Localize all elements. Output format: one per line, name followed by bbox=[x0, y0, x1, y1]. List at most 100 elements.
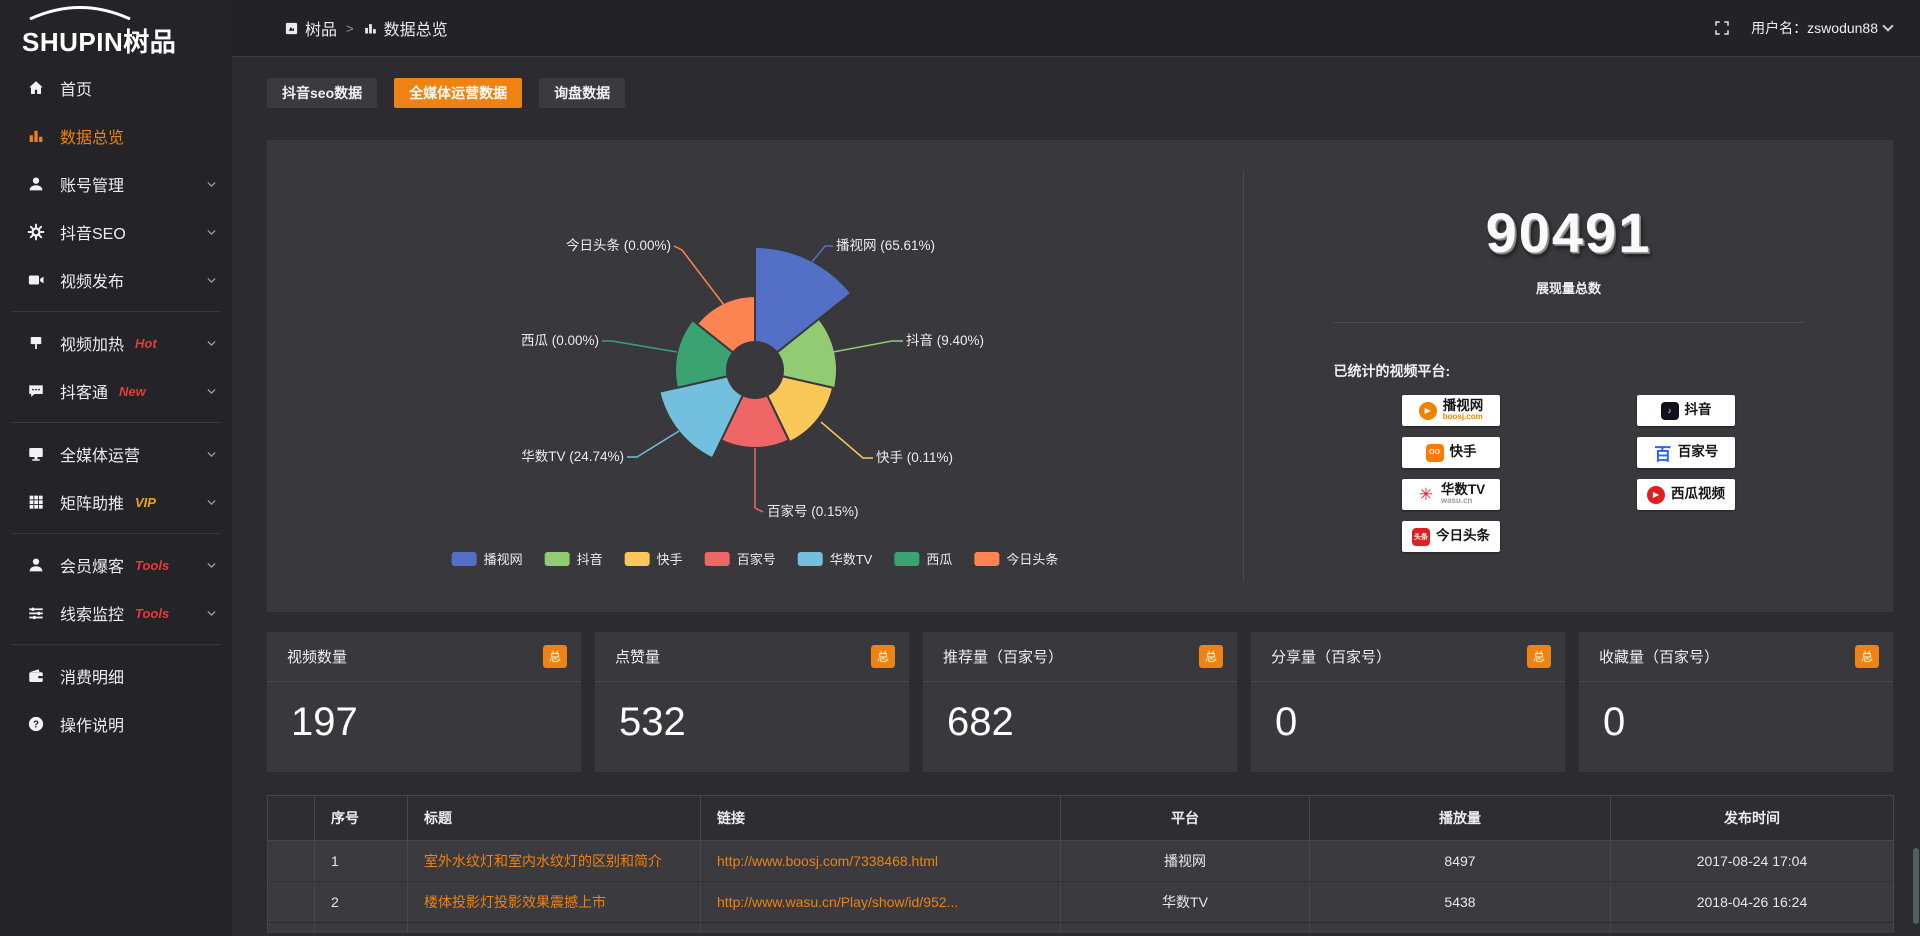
tab-media-operation-data[interactable]: 全媒体运营数据 bbox=[394, 78, 523, 108]
sidebar-item-badge: Tools bbox=[135, 557, 170, 573]
table-header-platform: 平台 bbox=[1060, 795, 1310, 841]
tabs: 抖音seo数据 全媒体运营数据 询盘数据 bbox=[267, 78, 1893, 108]
platform-badge-baijiahao: 百百家号 bbox=[1637, 437, 1735, 468]
platform-column: ▶ 播视网 boosj.com OO 快手 ✳ 华数TV wasu.cn 头条 今日头条 bbox=[1334, 395, 1569, 552]
home-icon bbox=[27, 79, 45, 97]
breadcrumb: 树品 > 数据总览 bbox=[284, 16, 448, 40]
sidebar-item-data-overview[interactable]: 数据总览 bbox=[0, 112, 232, 160]
legend-item-xigua[interactable]: 西瓜 bbox=[894, 552, 952, 567]
sidebar-item-badge: VIP bbox=[135, 494, 156, 510]
cell-link[interactable]: http://www.wasu.cn/Play/show/id/952... bbox=[700, 881, 1061, 923]
row-checkbox-cell bbox=[267, 881, 315, 923]
stat-card-value: 0 bbox=[1603, 700, 1626, 744]
chevron-down-icon bbox=[205, 496, 218, 509]
rose-chart: 播视网 (65.61%) 抖音 (9.40%) 快手 (0.11%) 百家号 (0.1… bbox=[451, 237, 1058, 567]
pie-slice-kuaishou[interactable] bbox=[765, 375, 835, 444]
video-table-wrap: 序号 标题 链接 平台 播放量 发布时间 1 室外水纹灯和室内水纹灯的区别和简介 http:/… bbox=[267, 795, 1894, 933]
legend-label: 西瓜 bbox=[926, 552, 952, 567]
sidebar-item-media-operation[interactable]: 全媒体运营 bbox=[0, 430, 232, 478]
platform-badge-kuaishou: OO 快手 bbox=[1402, 437, 1500, 468]
stat-card-recommend-count: 推荐量（百家号） 总 682 bbox=[923, 632, 1237, 772]
breadcrumb-home[interactable]: 树品 bbox=[284, 16, 337, 40]
platform-name: 播视网 bbox=[1442, 398, 1484, 414]
sidebar-item-account-manage[interactable]: 账号管理 bbox=[0, 160, 232, 208]
pie-label: 西瓜 (0.00%) bbox=[521, 333, 599, 348]
sidebar-item-label: 抖音SEO bbox=[60, 226, 126, 243]
legend-label: 华数TV bbox=[830, 552, 873, 567]
username-label: 用户名：zswodun88 bbox=[1751, 20, 1878, 36]
legend-item-douyin[interactable]: 抖音 bbox=[544, 552, 603, 567]
legend-item-toutiao[interactable]: 今日头条 bbox=[974, 552, 1058, 567]
legend-swatch bbox=[704, 552, 730, 566]
table-row: 2 楼体投影灯投影效果震撼上市 http://www.wasu.cn/Play/sh… bbox=[267, 881, 1894, 923]
breadcrumb-current[interactable]: 数据总览 bbox=[363, 16, 448, 40]
sidebar: SHUPIN树品 首页 数据总览 账号管理 抖音SEO 视频发布 视频加热 Hot 抖客通 Ne… bbox=[0, 0, 232, 936]
legend-swatch bbox=[797, 552, 823, 566]
sidebar-item-matrix-boost[interactable]: 矩阵助推 VIP bbox=[0, 478, 232, 526]
cell-plays: 5438 bbox=[1309, 881, 1611, 923]
sidebar-item-video-heat[interactable]: 视频加热 Hot bbox=[0, 319, 232, 367]
tab-inquiry-data[interactable]: 询盘数据 bbox=[539, 78, 626, 108]
pie-slice-douyin[interactable] bbox=[775, 317, 838, 390]
platform-name: 快手 bbox=[1449, 444, 1477, 460]
sidebar-item-label: 线索监控 bbox=[60, 607, 125, 624]
cell-title[interactable]: 楼体投影灯投影效果震撼上市 bbox=[407, 881, 701, 923]
baijiahao-logo-icon: 百 bbox=[1654, 445, 1672, 464]
sidebar-item-label: 视频加热 bbox=[60, 337, 125, 354]
heat-icon bbox=[27, 334, 45, 352]
bar-chart-icon bbox=[363, 21, 378, 36]
platform-name: 抖音 bbox=[1684, 402, 1712, 418]
legend-item-kuaishou[interactable]: 快手 bbox=[624, 552, 683, 567]
pie-slice-toutiao[interactable] bbox=[695, 294, 756, 354]
user-icon bbox=[27, 175, 45, 193]
sidebar-item-home[interactable]: 首页 bbox=[0, 64, 232, 112]
legend-item-boosj[interactable]: 播视网 bbox=[451, 552, 523, 567]
cell-title[interactable]: 室外水纹灯和室内水纹灯的区别和简介 bbox=[407, 840, 701, 882]
comment-icon bbox=[27, 382, 45, 400]
pie-label-line bbox=[820, 421, 873, 459]
tab-douyin-seo-data[interactable]: 抖音seo数据 bbox=[267, 78, 378, 108]
rose-chart-area: 播视网 (65.61%) 抖音 (9.40%) 快手 (0.11%) 百家号 (0.1… bbox=[267, 140, 1243, 612]
user-icon bbox=[27, 556, 45, 574]
platform-name: 百家号 bbox=[1677, 444, 1719, 460]
platform-name: 今日头条 bbox=[1436, 528, 1490, 544]
pie-slice-xigua[interactable] bbox=[674, 318, 735, 389]
sidebar-item-douketong[interactable]: 抖客通 New bbox=[0, 367, 232, 415]
sidebar-item-label: 全媒体运营 bbox=[60, 448, 141, 465]
pie-slice-baijiahao[interactable] bbox=[719, 393, 791, 449]
sidebar-item-member-baoke[interactable]: 会员爆客 Tools bbox=[0, 541, 232, 589]
cell-publish_time: 2017-08-24 17:04 bbox=[1610, 840, 1894, 882]
legend-item-wasu[interactable]: 华数TV bbox=[797, 552, 873, 567]
table-body: 1 室外水纹灯和室内水纹灯的区别和简介 http://www.boosj.com/7… bbox=[267, 840, 1894, 933]
sidebar-divider bbox=[12, 422, 220, 423]
cell-link[interactable]: http://www.boosj.com/7338468.html bbox=[700, 840, 1061, 882]
stat-card-total-badge: 总 bbox=[1198, 645, 1223, 668]
total-label: 展现量总数 bbox=[1535, 281, 1601, 296]
summary-panel: 90491 展现量总数 已统计的视频平台: ▶ 播视网 boosj.com OO 快手 ✳… bbox=[1243, 170, 1893, 582]
pie-slice-boosj[interactable] bbox=[754, 245, 853, 354]
sidebar-item-help[interactable]: ? 操作说明 bbox=[0, 700, 232, 748]
sidebar-item-douyin-seo[interactable]: 抖音SEO bbox=[0, 208, 232, 256]
pie-label-line bbox=[811, 245, 833, 263]
table-header-checkbox bbox=[267, 795, 315, 841]
stat-card-title: 点赞量 bbox=[615, 649, 661, 666]
pie-slice-wasu[interactable] bbox=[658, 375, 745, 460]
sidebar-item-expense-detail[interactable]: 消费明细 bbox=[0, 652, 232, 700]
question-icon: ? bbox=[27, 715, 45, 733]
sidebar-item-video-publish[interactable]: 视频发布 bbox=[0, 256, 232, 304]
sidebar-item-clue-monitor[interactable]: 线索监控 Tools bbox=[0, 589, 232, 637]
scrollbar-thumb[interactable] bbox=[1913, 848, 1919, 924]
chevron-down-icon bbox=[205, 274, 218, 287]
chevron-down-icon bbox=[205, 178, 218, 191]
chevron-down-icon bbox=[205, 385, 218, 398]
fullscreen-icon[interactable] bbox=[1713, 19, 1731, 37]
user-menu[interactable]: 用户名：zswodun88 bbox=[1751, 18, 1894, 38]
row-checkbox-cell bbox=[267, 840, 315, 882]
pie-label-line bbox=[627, 430, 680, 458]
stat-card-value: 197 bbox=[291, 700, 358, 744]
legend-item-baijiahao[interactable]: 百家号 bbox=[704, 552, 776, 567]
stat-card-total-badge: 总 bbox=[1854, 645, 1879, 668]
sidebar-item-badge: Tools bbox=[135, 605, 170, 621]
platform-name: 西瓜视频 bbox=[1671, 486, 1725, 502]
platform-sub: boosj.com bbox=[1442, 412, 1483, 422]
